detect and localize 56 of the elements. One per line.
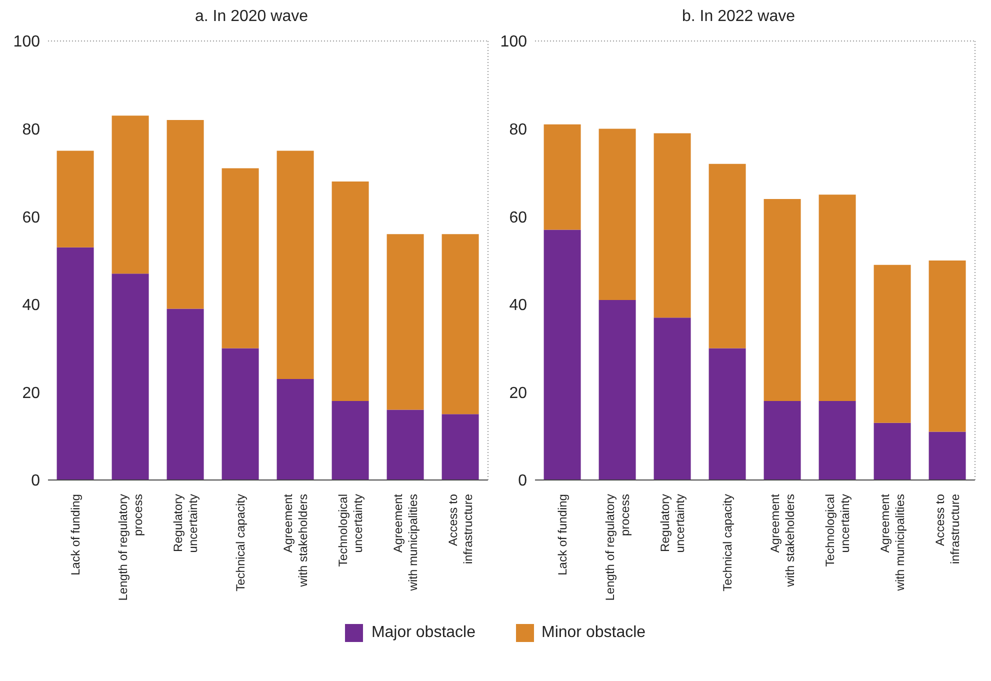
bar [764, 199, 801, 401]
y-tick-label: 20 [22, 384, 40, 402]
legend-label: Major obstacle [371, 624, 476, 642]
y-tick-label: 100 [13, 34, 40, 51]
chart-title: b. In 2022 wave [681, 8, 796, 27]
legend-label: Minor obstacle [542, 624, 646, 642]
y-tick-label: 80 [22, 121, 40, 138]
x-tick-label: Agreement with stakeholders [768, 493, 797, 588]
bar [276, 379, 314, 480]
bar [332, 400, 369, 480]
x-tick-label: Length of regulatory process [603, 494, 632, 601]
bar [386, 234, 424, 410]
bar [818, 194, 856, 401]
bar [276, 150, 314, 380]
bar [386, 410, 424, 480]
y-tick-label: 40 [22, 297, 40, 314]
bar [56, 150, 94, 248]
y-tick-label: 0 [518, 472, 528, 490]
bar [598, 300, 636, 480]
y-tick-label: 60 [22, 209, 40, 226]
bar [598, 128, 636, 300]
bar [222, 168, 259, 348]
bar [708, 164, 746, 348]
bar [818, 400, 856, 480]
bar [764, 400, 801, 480]
bar [166, 308, 204, 480]
bar [928, 260, 966, 432]
bar [708, 348, 746, 480]
y-tick-label: 40 [509, 297, 528, 314]
y-tick-label: 20 [509, 384, 528, 402]
bar [332, 181, 369, 401]
bar [654, 318, 691, 480]
bar [442, 414, 479, 480]
y-tick-label: 0 [31, 472, 40, 490]
bar [112, 116, 149, 274]
x-tick-label: Technical capacity [234, 494, 248, 592]
x-tick-label: Lack of funding [68, 494, 82, 576]
chart-title: a. In 2020 wave [194, 8, 309, 27]
bar [874, 264, 911, 423]
x-tick-label: Technical capacity [720, 494, 734, 592]
bar [544, 230, 581, 480]
bar [112, 274, 149, 480]
bar [222, 348, 259, 480]
x-tick-label: Agreement with stakeholders [281, 493, 310, 588]
bar [544, 124, 581, 230]
bar [928, 432, 966, 480]
y-tick-label: 60 [509, 209, 528, 226]
bar [874, 422, 911, 480]
bar [654, 133, 691, 318]
y-tick-label: 100 [500, 34, 528, 51]
y-tick-label: 80 [509, 121, 528, 138]
x-tick-label: Length of regulatory process [116, 494, 145, 601]
bar [166, 120, 204, 309]
bar [56, 247, 94, 480]
x-tick-label: Lack of funding [556, 494, 570, 576]
bar [442, 234, 479, 414]
